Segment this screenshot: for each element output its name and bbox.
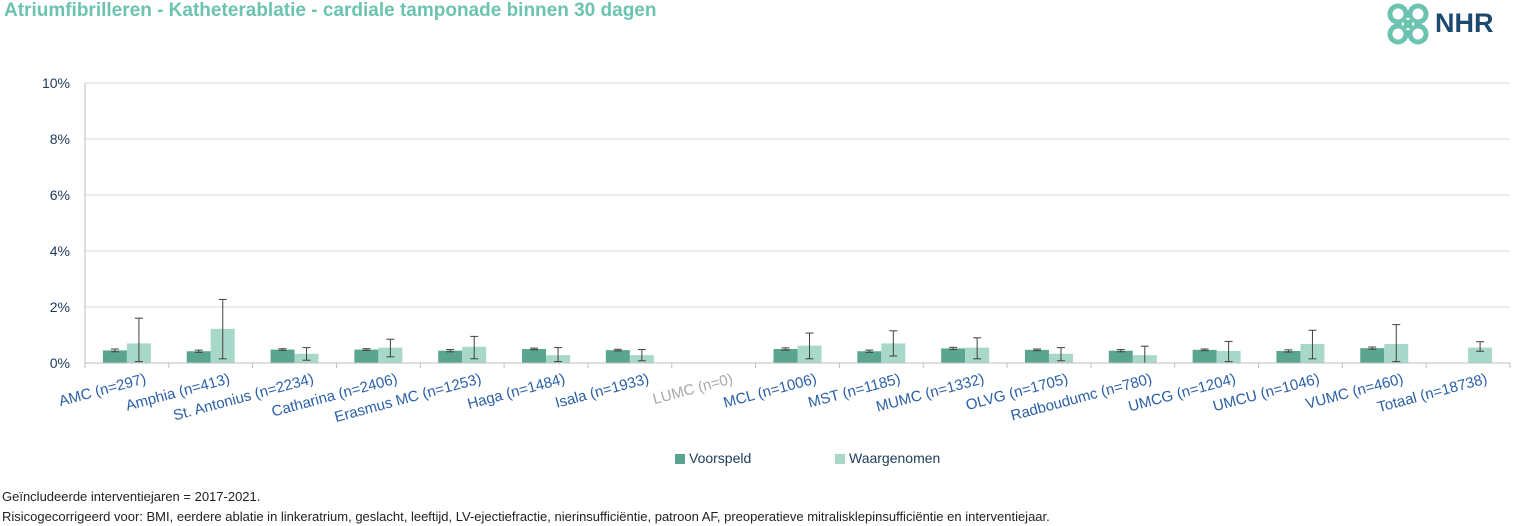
legend-swatch-waargenomen	[835, 454, 845, 464]
y-tick-label: 4%	[50, 243, 70, 259]
bar-voorspeld	[1024, 349, 1049, 363]
bar-voorspeld	[270, 349, 295, 363]
chart-title: Atriumfibrilleren - Katheterablatie - ca…	[4, 0, 657, 21]
nhr-logo: NHR	[1385, 2, 1507, 48]
x-category-label: Isala (n=1933)	[553, 370, 650, 411]
footnote-risk-adjustment: Risicogecorrigeerd voor: BMI, eerdere ab…	[2, 509, 1050, 524]
gridlines	[85, 82, 1510, 364]
y-tick-label: 0%	[50, 355, 70, 371]
bar-voorspeld	[522, 349, 547, 363]
bar-voorspeld	[438, 350, 463, 363]
bar-voorspeld	[1276, 350, 1301, 363]
bar-voorspeld	[1360, 348, 1385, 363]
legend-item-voorspeld: Voorspeld	[675, 450, 751, 466]
bar-voorspeld	[941, 348, 966, 363]
y-tick-label: 10%	[42, 75, 70, 91]
legend-label-waargenomen: Waargenomen	[849, 450, 941, 466]
bar-voorspeld	[605, 350, 630, 363]
bar-voorspeld	[186, 351, 211, 363]
bar-voorspeld	[1108, 350, 1133, 363]
bar-voorspeld	[773, 349, 798, 363]
bar-voorspeld	[857, 351, 882, 363]
legend-item-waargenomen: Waargenomen	[835, 450, 940, 466]
nhr-knot-logo-icon	[1387, 3, 1429, 45]
bar-voorspeld	[1192, 349, 1217, 363]
y-tick-label: 6%	[50, 187, 70, 203]
legend-swatch-voorspeld	[675, 454, 685, 464]
logo-text: NHR	[1435, 8, 1494, 38]
footnote-included-years: Geïncludeerde interventiejaren = 2017-20…	[2, 489, 261, 504]
bar-voorspeld	[354, 349, 379, 363]
bar-voorspeld	[102, 350, 127, 363]
bars	[102, 328, 1493, 363]
y-tick-label: 2%	[50, 299, 70, 315]
x-category-label: Haga (n=1484)	[466, 370, 567, 412]
y-axis-tick-labels: 0% 2% 4% 6% 8% 10%	[42, 75, 70, 371]
axes	[84, 83, 1511, 368]
y-tick-label: 8%	[50, 131, 70, 147]
x-category-label: LUMC (n=0)	[651, 370, 735, 408]
x-category-label: MCL (n=1006)	[722, 370, 819, 411]
bar-waargenomen	[1468, 347, 1493, 363]
x-axis-category-labels: AMC (n=297)Amphia (n=413)St. Antonius (n…	[57, 370, 1489, 426]
legend-label-voorspeld: Voorspeld	[689, 450, 752, 466]
